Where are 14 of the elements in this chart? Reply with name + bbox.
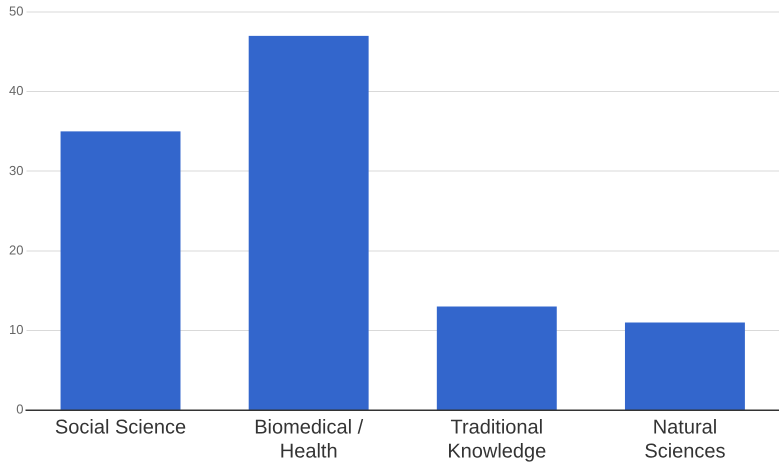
bar: [248, 36, 369, 410]
y-tick-label: 30: [8, 162, 24, 178]
y-tick-label: 40: [8, 83, 24, 98]
x-tick-label: Biomedical / Health: [254, 416, 364, 463]
bar: [436, 306, 557, 410]
y-tick-label: 20: [8, 242, 24, 258]
y-tick-label: 10: [8, 322, 24, 337]
x-tick-label: Natural Sciences: [644, 416, 726, 463]
y-tick-label: 50: [8, 4, 24, 19]
bar: [624, 322, 745, 410]
bar: [60, 131, 180, 410]
y-tick-label: 0: [16, 402, 24, 417]
x-tick-label: Traditional Knowledge: [447, 416, 546, 463]
x-tick-label: Social Science: [54, 416, 186, 439]
